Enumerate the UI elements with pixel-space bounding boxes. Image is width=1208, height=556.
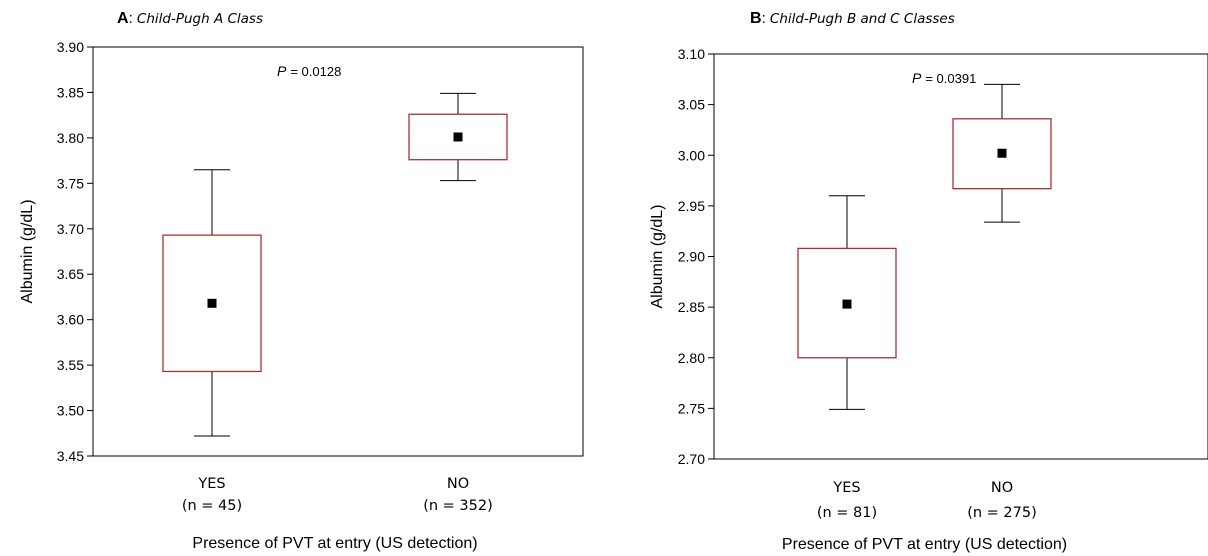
y-tick-label-a-1: 3.50 bbox=[57, 403, 84, 419]
category-label-a-no: NO bbox=[447, 476, 469, 492]
p-value-text-a: = 0.0128 bbox=[290, 64, 341, 79]
y-tick-label-b-3: 2.85 bbox=[678, 299, 705, 315]
sample-size-label-b-yes: (n = 81) bbox=[817, 505, 877, 521]
category-label-a-yes: YES bbox=[197, 476, 225, 492]
y-tick-label-a-7: 3.80 bbox=[57, 130, 84, 146]
p-value-annotation-a: P = 0.0128 bbox=[277, 63, 341, 79]
y-tick-label-a-2: 3.55 bbox=[57, 357, 84, 373]
y-tick-label-a-3: 3.60 bbox=[57, 312, 84, 328]
y-tick-label-b-8: 3.10 bbox=[678, 46, 705, 62]
panel-b-title: B: Child-Pugh B and C Classes bbox=[750, 10, 955, 27]
mean-marker-a-yes bbox=[207, 298, 217, 308]
panel-a-subtitle: Child-Pugh A Class bbox=[136, 11, 263, 27]
y-tick-label-b-2: 2.80 bbox=[678, 350, 705, 366]
sample-size-label-b-no: (n = 275) bbox=[967, 505, 1037, 521]
y-tick-label-a-5: 3.70 bbox=[57, 221, 84, 237]
category-label-b-yes: YES bbox=[832, 480, 860, 496]
p-value-symbol-b: P bbox=[912, 70, 922, 86]
x-axis-label-a: Presence of PVT at entry (US detection) bbox=[192, 535, 477, 552]
panel-a-letter: A bbox=[117, 10, 129, 27]
mean-marker-b-yes bbox=[842, 299, 852, 309]
y-tick-label-a-9: 3.90 bbox=[57, 39, 84, 55]
y-axis-label-a: Albumin (g/dL) bbox=[19, 199, 36, 303]
p-value-annotation-b: P = 0.0391 bbox=[912, 70, 976, 86]
y-axis-label-b: Albumin (g/dL) bbox=[649, 204, 666, 308]
panel-b-subtitle: Child-Pugh B and C Classes bbox=[769, 11, 955, 27]
y-tick-label-a-0: 3.45 bbox=[57, 448, 84, 464]
panel-b-plot: 2.70 2.75 2.80 2.85 2.90 2.95 3.00 3.05 3.10 Albu… bbox=[649, 46, 1208, 553]
y-tick-label-b-0: 2.70 bbox=[678, 451, 705, 467]
y-tick-label-a-8: 3.85 bbox=[57, 84, 84, 100]
x-axis-label-b: Presence of PVT at entry (US detection) bbox=[782, 536, 1067, 553]
sample-size-label-a-yes: (n = 45) bbox=[182, 498, 242, 514]
p-value-text-b: = 0.0391 bbox=[925, 71, 976, 86]
y-tick-label-b-1: 2.75 bbox=[678, 400, 705, 416]
mean-marker-b-no bbox=[997, 148, 1007, 158]
panel-a-title: A: Child-Pugh A Class bbox=[117, 10, 263, 27]
y-tick-label-b-7: 3.05 bbox=[678, 97, 705, 113]
y-tick-label-a-6: 3.75 bbox=[57, 175, 84, 191]
y-tick-label-b-6: 3.00 bbox=[678, 147, 705, 163]
mean-marker-a-no bbox=[453, 132, 463, 142]
chart-panel-b: B: Child-Pugh B and C Classes 2.70 2.75 2.… bbox=[604, 0, 1208, 556]
plot-frame-a bbox=[92, 46, 584, 457]
y-tick-label-a-4: 3.65 bbox=[57, 266, 84, 282]
y-tick-label-b-4: 2.90 bbox=[678, 249, 705, 265]
category-label-b-no: NO bbox=[991, 480, 1013, 496]
plot-frame-b bbox=[713, 53, 1208, 460]
panel-b-letter: B bbox=[750, 10, 762, 27]
sample-size-label-a-no: (n = 352) bbox=[423, 498, 493, 514]
panel-a-plot: 3.45 3.50 3.55 3.60 3.65 3.70 3.75 3.80 3.85 3.90… bbox=[19, 39, 584, 552]
p-value-symbol-a: P bbox=[277, 63, 287, 79]
y-tick-label-b-5: 2.95 bbox=[678, 198, 705, 214]
chart-panel-a: A: Child-Pugh A Class 3.45 3.50 3.55 3.60 3.… bbox=[19, 10, 584, 552]
